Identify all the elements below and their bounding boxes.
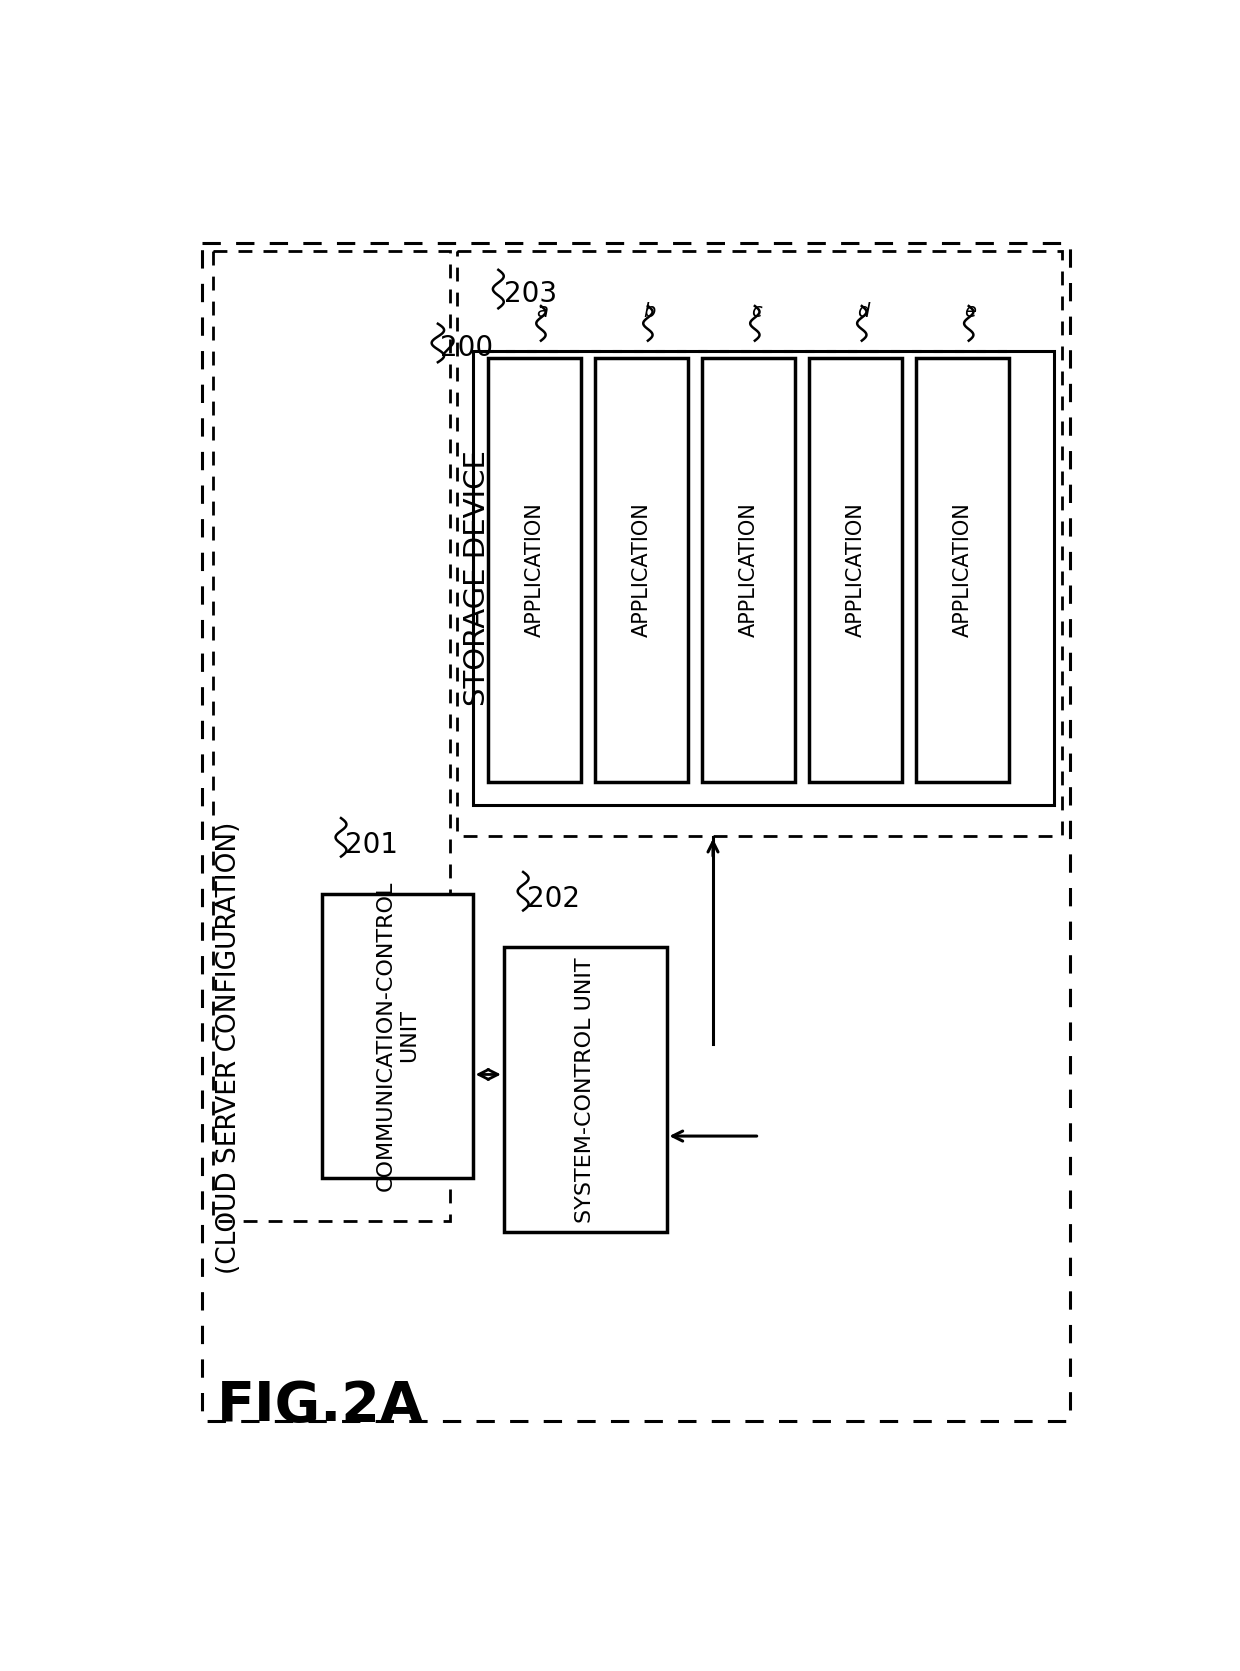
Text: APPLICATION: APPLICATION (631, 503, 652, 638)
Bar (916, 358, 1009, 782)
Text: APPLICATION: APPLICATION (846, 503, 866, 638)
Bar (458, 251, 1061, 835)
Text: b: b (644, 302, 656, 321)
Text: APPLICATION: APPLICATION (739, 503, 759, 638)
Text: 201: 201 (345, 830, 398, 859)
Text: 202: 202 (527, 884, 580, 912)
Text: STORAGE DEVICE: STORAGE DEVICE (463, 449, 491, 705)
Bar (808, 358, 903, 782)
Bar (213, 251, 449, 1222)
Text: 203: 203 (503, 281, 557, 309)
Bar (321, 894, 472, 1178)
Text: APPLICATION: APPLICATION (952, 503, 972, 638)
Text: d: d (857, 302, 869, 321)
Text: e: e (965, 302, 976, 321)
Bar (702, 358, 795, 782)
Text: SYSTEM-CONTROL UNIT: SYSTEM-CONTROL UNIT (575, 957, 595, 1223)
Text: APPLICATION: APPLICATION (525, 503, 544, 638)
Bar (472, 351, 1054, 805)
Text: a: a (537, 302, 548, 321)
Bar (503, 947, 667, 1232)
Bar (489, 358, 582, 782)
Text: FIG.2A: FIG.2A (217, 1379, 424, 1432)
Text: 200: 200 (440, 334, 494, 363)
Text: (CLOUD SERVER CONFIGURATION): (CLOUD SERVER CONFIGURATION) (216, 822, 242, 1273)
Text: c: c (751, 302, 761, 321)
Text: COMMUNICATION-CONTROL
UNIT: COMMUNICATION-CONTROL UNIT (376, 881, 419, 1191)
Bar (595, 358, 688, 782)
